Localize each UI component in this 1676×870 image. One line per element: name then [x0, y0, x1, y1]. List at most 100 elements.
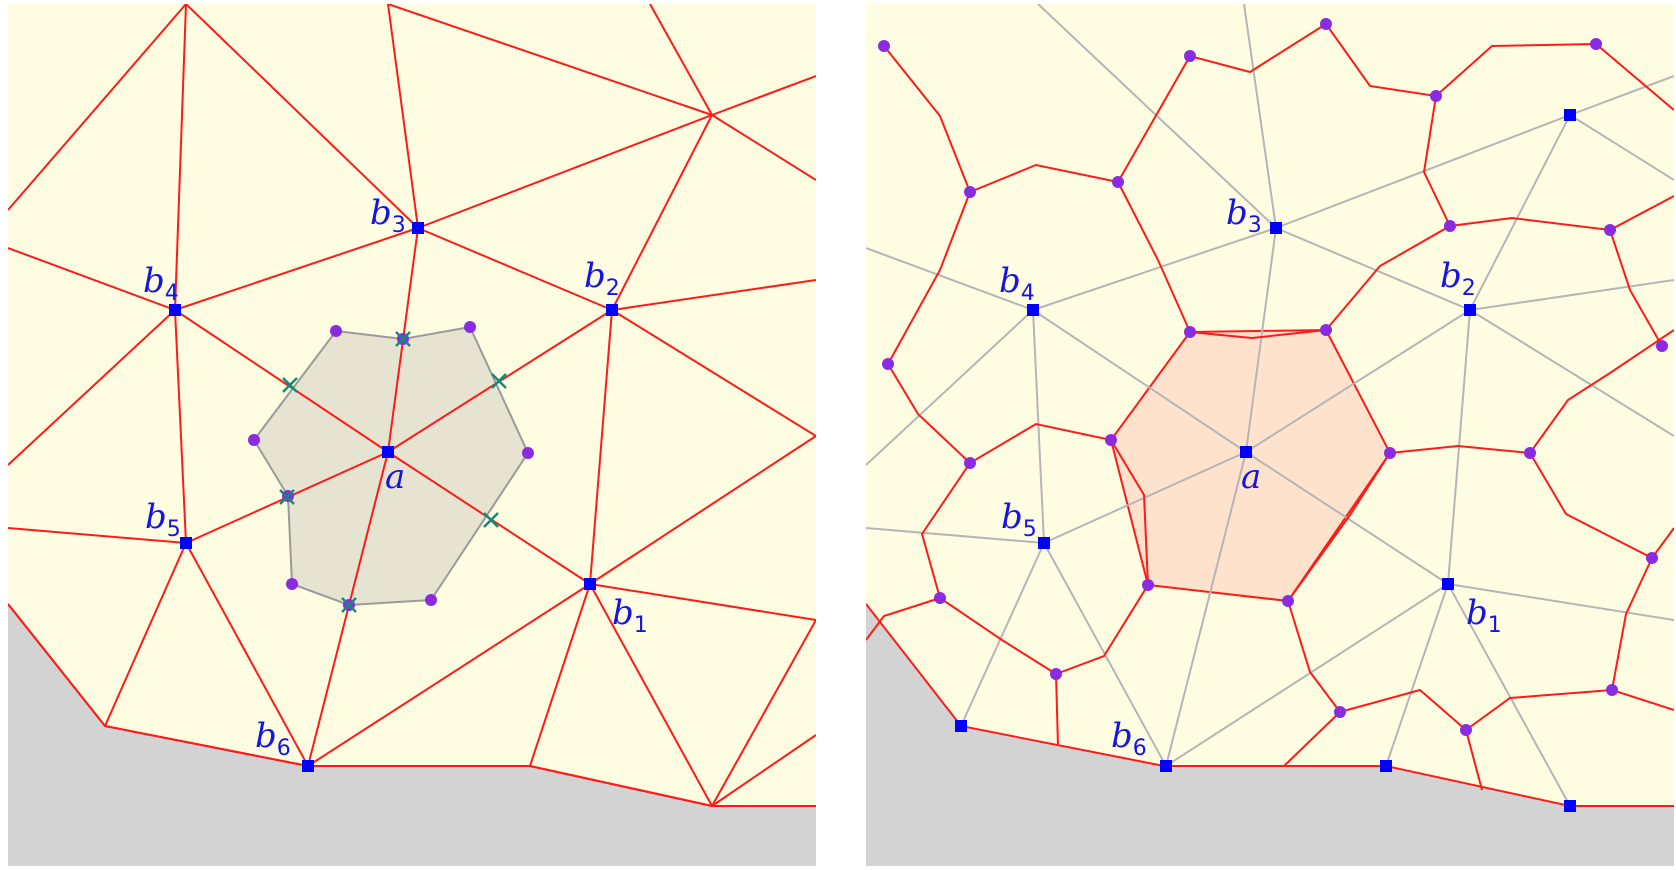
right-dual-edge-1 — [886, 191, 1112, 465]
right-grid-edge-27 — [1569, 114, 1674, 181]
left-edge-7 — [417, 227, 613, 311]
left-barycenter-dot-4 — [425, 594, 437, 606]
right-vertex-b1 — [1442, 578, 1454, 590]
left-edge-12 — [185, 4, 419, 229]
left-barycenter-dot-3 — [522, 447, 534, 459]
right-cell-dot-1 — [964, 186, 976, 198]
left-label-a: a — [385, 457, 405, 497]
right-cell-dot-11 — [1320, 324, 1332, 336]
right-grid-edge-10 — [1469, 279, 1674, 311]
left-edge-29 — [174, 4, 187, 311]
right-cell-dot-23 — [964, 457, 976, 469]
right-vertex-b4 — [1027, 304, 1039, 316]
left-edge-9 — [174, 309, 187, 544]
right-label-a: a — [1241, 457, 1261, 497]
right-grid-edge-12 — [1447, 583, 1674, 621]
right-grid-edge-22 — [1275, 227, 1471, 311]
right-cell-dot-6 — [1590, 38, 1602, 50]
left-vertex-b6 — [302, 760, 314, 772]
left-edge-20 — [611, 279, 816, 311]
left-vertex-b3 — [412, 222, 424, 234]
right-cell-dot-9 — [1656, 340, 1668, 352]
right-extra-vertex-3 — [1564, 109, 1576, 121]
right-panel-voronoi: a b1 b2 b3 b4 b5 b6 — [866, 4, 1674, 866]
left-mesh-vertices — [169, 222, 618, 772]
right-extra-vertex-0 — [955, 720, 967, 732]
left-vertex-b1 — [584, 578, 596, 590]
right-cell-dot-10 — [1184, 326, 1196, 338]
right-cell-dot-15 — [1105, 434, 1117, 446]
right-cell-dot-3 — [1184, 50, 1196, 62]
left-edge-19 — [611, 114, 713, 311]
left-edge-17 — [711, 75, 816, 116]
right-label-b2: b2 — [1440, 256, 1476, 301]
left-edge-27 — [711, 734, 816, 807]
right-label-b5: b5 — [1001, 497, 1037, 542]
right-grid-edge-19 — [960, 542, 1045, 727]
left-edge-23 — [589, 583, 816, 621]
right-mesh-vertices — [955, 109, 1576, 812]
right-cell-dot-18 — [1606, 684, 1618, 696]
right-vertex-a — [1240, 446, 1252, 458]
left-cross-stroke-b-2 — [491, 373, 507, 389]
left-label-b6: b6 — [255, 716, 291, 761]
left-edge-34 — [104, 542, 187, 727]
left-label-b3: b3 — [370, 193, 406, 238]
right-cell-dot-0 — [878, 40, 890, 52]
left-boundary-edge — [8, 603, 816, 807]
left-edge-21 — [611, 309, 816, 437]
right-dual-edge-9 — [1287, 600, 1613, 732]
right-grid-edge-17 — [866, 309, 1034, 466]
right-dual-edge-15 — [1110, 439, 1149, 586]
right-cell-dot-7 — [1444, 220, 1456, 232]
left-label-b2: b2 — [584, 256, 620, 301]
right-primal-grid-lines — [866, 4, 1674, 807]
left-edge-32 — [8, 309, 176, 466]
left-edge-22 — [589, 435, 816, 585]
right-cell-dot-17 — [1646, 552, 1658, 564]
left-cross-mark-3 — [483, 512, 499, 528]
left-outside-region — [8, 604, 816, 866]
right-grid-edge-16 — [866, 247, 1034, 311]
right-cell-dot-2 — [1112, 176, 1124, 188]
left-edge-25 — [529, 583, 591, 767]
right-cell-dot-14 — [1142, 579, 1154, 591]
left-cross-stroke-b-1 — [282, 377, 298, 393]
left-triangle-edges — [8, 4, 816, 807]
right-dual-edge-6 — [1609, 229, 1663, 347]
right-dual-edge-7 — [1529, 452, 1674, 560]
right-label-b1: b1 — [1466, 593, 1502, 638]
left-label-b5: b5 — [145, 497, 181, 542]
right-cell-dot-5 — [1430, 90, 1442, 102]
left-cross-stroke-b-5 — [341, 597, 357, 613]
right-cell-dot-16 — [1524, 447, 1536, 459]
right-dual-edge-12 — [1054, 584, 1149, 747]
right-grid-edge-8 — [1275, 114, 1571, 229]
left-edge-midpoint-crosses — [279, 331, 507, 613]
left-barycenter-dot-8 — [248, 434, 260, 446]
right-cell-dot-20 — [1334, 706, 1346, 718]
right-grid-edge-1 — [1245, 309, 1471, 453]
right-cell-vertex-dots — [878, 18, 1668, 736]
left-barycenter-dot-0 — [330, 325, 342, 337]
right-dual-edge-4 — [1422, 95, 1451, 227]
right-grid-edge-5 — [1165, 451, 1247, 767]
left-edge-37 — [711, 619, 816, 807]
right-label-b3: b3 — [1226, 193, 1262, 238]
right-dual-edge-10 — [1465, 729, 1483, 791]
right-dual-edge-8 — [1610, 557, 1674, 711]
left-barycenter-dot-6 — [286, 578, 298, 590]
right-cell-dot-24 — [882, 358, 894, 370]
right-vertex-b5 — [1038, 537, 1050, 549]
right-label-b6: b6 — [1111, 716, 1147, 761]
right-dual-edge-17 — [1189, 329, 1327, 340]
left-edge-6 — [589, 309, 613, 585]
right-vertex-b2 — [1464, 304, 1476, 316]
right-outside-region — [866, 604, 1674, 866]
left-edge-3 — [174, 309, 389, 453]
left-edge-18 — [711, 114, 816, 181]
right-dual-edge-14 — [866, 597, 941, 641]
left-cross-stroke-b-4 — [279, 489, 295, 505]
left-edge-33 — [8, 527, 187, 544]
